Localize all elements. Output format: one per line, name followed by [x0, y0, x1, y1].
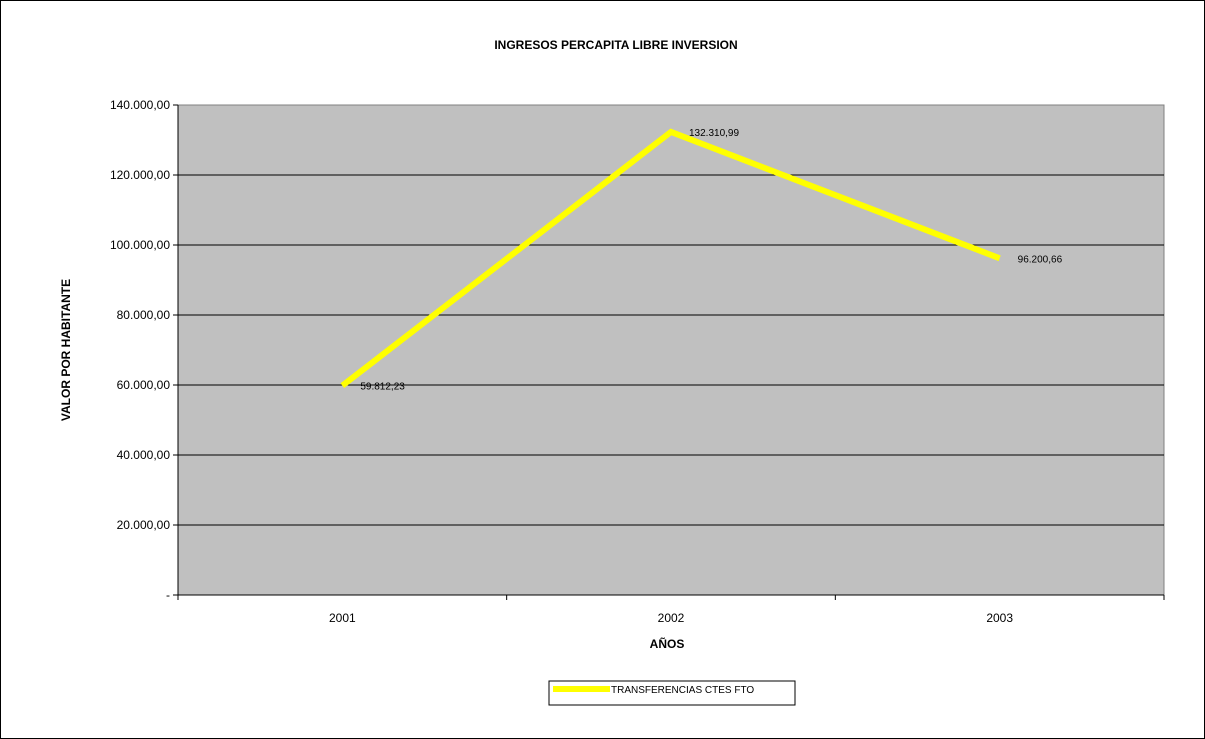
- legend: TRANSFERENCIAS CTES FTO: [548, 680, 796, 706]
- y-tick-label: 60.000,00: [117, 378, 171, 392]
- x-tick-label: 2003: [986, 611, 1013, 625]
- y-tick-label: 40.000,00: [117, 448, 171, 462]
- x-axis: 2001 2002 2003: [177, 594, 1165, 625]
- y-tick-label: 140.000,00: [110, 98, 170, 112]
- data-label: 59.812,23: [360, 382, 405, 393]
- x-tick-label: 2002: [658, 611, 685, 625]
- y-tick-label: -: [166, 588, 170, 602]
- y-tick-label: 100.000,00: [110, 238, 170, 252]
- y-axis: - 20.000,00 40.000,00 60.000,00 80.000,00 100…: [110, 98, 179, 602]
- legend-box: [548, 680, 796, 706]
- x-tick-label: 2001: [329, 611, 356, 625]
- legend-label: TRANSFERENCIAS CTES FTO: [611, 685, 754, 696]
- data-label: 132.310,99: [689, 128, 739, 139]
- y-tick-label: 120.000,00: [110, 168, 170, 182]
- y-axis-title: VALOR POR HABITANTE: [59, 279, 73, 421]
- chart-title: INGRESOS PERCAPITA LIBRE INVERSION: [494, 38, 737, 52]
- x-axis-title: AÑOS: [650, 636, 685, 651]
- y-tick-label: 20.000,00: [117, 518, 171, 532]
- plot-area: [177, 104, 1165, 596]
- series-layer: 59.812,23 132.310,99 96.200,66: [340, 128, 1063, 393]
- data-label: 96.200,66: [1018, 254, 1063, 265]
- y-tick-label: 80.000,00: [117, 308, 171, 322]
